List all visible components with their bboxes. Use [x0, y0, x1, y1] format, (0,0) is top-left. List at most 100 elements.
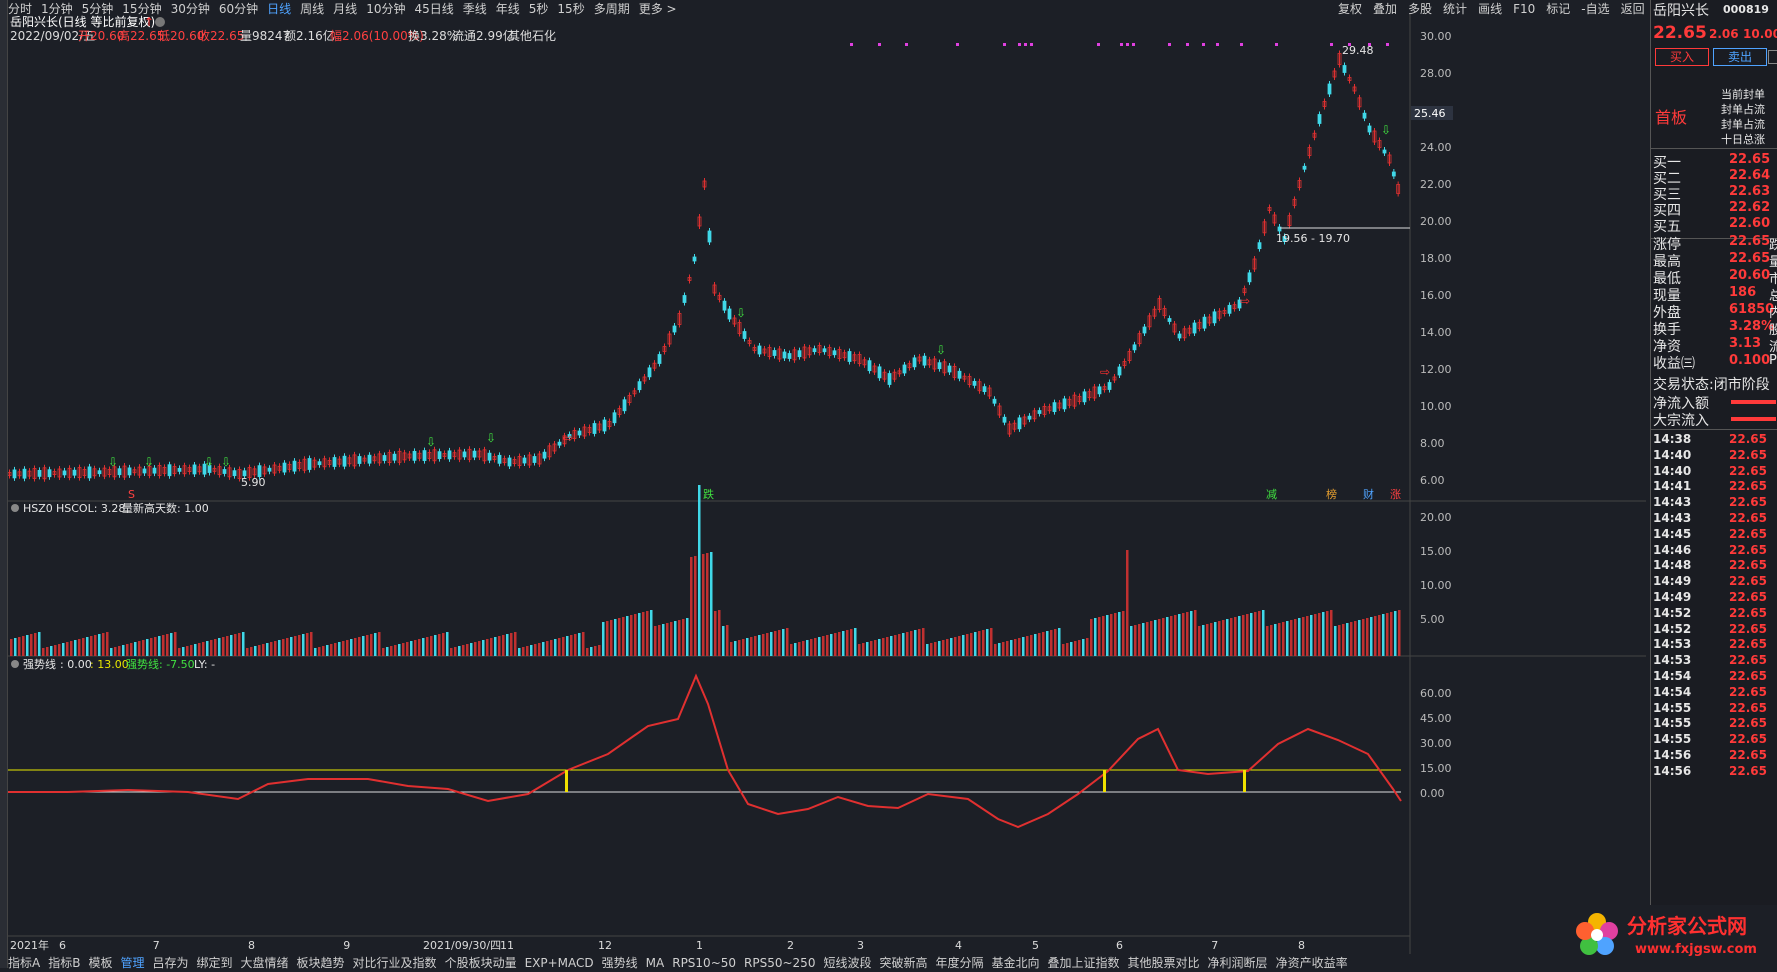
candle: [697, 216, 702, 227]
info-date: 2022/09/02/五: [10, 29, 95, 43]
indicator-tab[interactable]: RPS10~50: [672, 956, 737, 970]
volume-bar: [758, 635, 761, 656]
indicator-tab[interactable]: 模板: [88, 956, 113, 970]
period-tab[interactable]: 60分钟: [218, 2, 259, 16]
period-tab[interactable]: 30分钟: [170, 2, 210, 16]
info-amount: 额2.16亿: [284, 28, 335, 43]
marker-jian[interactable]: 减: [1266, 488, 1277, 501]
volume-bar: [14, 638, 17, 656]
period-tab[interactable]: 15分钟: [122, 2, 162, 16]
marker-s[interactable]: S: [128, 488, 135, 501]
indicator-tab[interactable]: 年度分隔: [935, 956, 984, 970]
marker-bang[interactable]: 榜: [1326, 487, 1337, 501]
toolbar-button[interactable]: 叠加: [1373, 2, 1398, 16]
candle: [1212, 311, 1217, 324]
indicator-tab[interactable]: 短线波段: [823, 956, 872, 970]
indicator-tab[interactable]: 指标B: [48, 956, 81, 970]
toolbar-right-menu: 复权 叠加 多股 统计 画线 F10 标记 -自选 返回: [1338, 0, 1648, 16]
period-tab[interactable]: 45日线: [414, 2, 454, 16]
volume-bar: [582, 632, 585, 656]
candle: [1367, 125, 1372, 133]
volume-bar: [526, 646, 529, 656]
stat-label: 净资: [1653, 339, 1681, 355]
period-tab[interactable]: 5秒: [528, 2, 549, 16]
toolbar-button[interactable]: 多股: [1408, 2, 1433, 16]
indicator-tab[interactable]: 大盘情绪: [240, 956, 289, 970]
dropdown-icon[interactable]: [155, 17, 165, 27]
period-tab[interactable]: 1分钟: [41, 2, 73, 16]
sell-button[interactable]: 卖出: [1713, 48, 1767, 66]
stat-label: 外盘: [1653, 305, 1681, 321]
indicator-tab[interactable]: 突破新高: [879, 956, 928, 970]
indicator-tab[interactable]: 吕存为: [152, 956, 189, 970]
indicator-tab[interactable]: RPS50~250: [744, 956, 816, 970]
cursor-price-box: [1411, 106, 1453, 120]
indicator-tab[interactable]: 对比行业及指数: [352, 956, 437, 970]
candle: [1137, 333, 1142, 345]
marker-cai[interactable]: 财: [1363, 487, 1374, 501]
tick-price: 22.65: [1729, 574, 1767, 589]
toolbar-button[interactable]: -自选: [1581, 2, 1610, 16]
indicator-tab[interactable]: 其他股票对比: [1127, 956, 1200, 970]
period-tab[interactable]: 年线: [495, 2, 520, 16]
volume-bar: [354, 638, 357, 656]
tick-time: 14:55: [1653, 716, 1692, 731]
candle: [562, 435, 567, 445]
period-tab[interactable]: 季线: [462, 2, 487, 16]
indicator-axis-tick: 60.00: [1420, 687, 1452, 700]
candle: [757, 345, 762, 355]
indicator-tab[interactable]: 强势线: [601, 956, 638, 970]
candle: [572, 430, 577, 439]
indicator-tab[interactable]: EXP+MACD: [524, 956, 594, 970]
toolbar-button[interactable]: 统计: [1443, 2, 1468, 16]
price-axis-tick: 8.00: [1420, 437, 1445, 450]
indicator-tab[interactable]: 基金北向: [991, 956, 1040, 970]
candle: [1237, 299, 1242, 309]
volume-bar: [1254, 612, 1257, 656]
period-tab[interactable]: 周线: [300, 2, 325, 16]
toolbar-button[interactable]: F10: [1513, 2, 1536, 16]
volume-bar: [350, 639, 353, 656]
indicator-tab[interactable]: 叠加上证指数: [1047, 956, 1120, 970]
period-tab[interactable]: 5分钟: [81, 2, 114, 16]
indicator-settings-icon[interactable]: [11, 660, 19, 668]
toolbar-button[interactable]: 画线: [1478, 2, 1503, 16]
period-tab[interactable]: 分时: [8, 2, 33, 16]
toolbar-button[interactable]: 复权: [1338, 2, 1363, 16]
marker-zhang[interactable]: 涨: [1390, 488, 1401, 501]
candle: [1362, 112, 1367, 119]
signal-dots: [850, 43, 1389, 46]
volume-bar: [942, 640, 945, 656]
volume-hscol: HSCOL: 3.28: [56, 502, 125, 515]
candle: [1307, 147, 1312, 156]
stat-extra: 总: [1769, 289, 1777, 304]
toolbar-button[interactable]: 返回: [1620, 2, 1645, 16]
indicator-tab[interactable]: MA: [645, 956, 665, 970]
more-icon[interactable]: [1768, 50, 1777, 64]
indicator-tab[interactable]: 板块趋势: [296, 956, 345, 970]
kline-chart-area[interactable]: 岳阳兴长(日线 等比前复权) ↑ 2022/09/02/五 开20.60 高22…: [8, 14, 1646, 954]
indicator-tab[interactable]: 指标A: [8, 956, 41, 970]
buy-button[interactable]: 买入: [1655, 48, 1709, 66]
toolbar-button[interactable]: 标记: [1546, 2, 1571, 16]
indicator-tab[interactable]: 管理: [120, 956, 145, 970]
candle: [102, 467, 107, 477]
candle: [297, 462, 302, 469]
period-tab[interactable]: 月线: [333, 2, 358, 16]
period-tab[interactable]: 更多 >: [638, 2, 677, 16]
panel-settings-icon[interactable]: [11, 504, 19, 512]
left-toolbar-strip[interactable]: [0, 0, 8, 968]
indicator-tab[interactable]: 净利润断层: [1207, 956, 1268, 970]
volume-bar: [626, 616, 629, 656]
indicator-tab[interactable]: 个股板块动量: [444, 956, 517, 970]
period-tab[interactable]: 10分钟: [366, 2, 406, 16]
marker-die[interactable]: 跌: [703, 487, 714, 501]
indicator-tab[interactable]: 绑定到: [196, 956, 233, 970]
period-tab[interactable]: 多周期: [593, 2, 630, 16]
period-tab[interactable]: 15秒: [557, 2, 585, 16]
volume-bar: [322, 646, 325, 656]
indicator-tab[interactable]: 净资产收益率: [1275, 956, 1348, 970]
tick-row: 14:43 22.65: [1653, 495, 1777, 512]
period-tab[interactable]: 日线: [267, 2, 292, 16]
volume-bar: [738, 640, 741, 656]
